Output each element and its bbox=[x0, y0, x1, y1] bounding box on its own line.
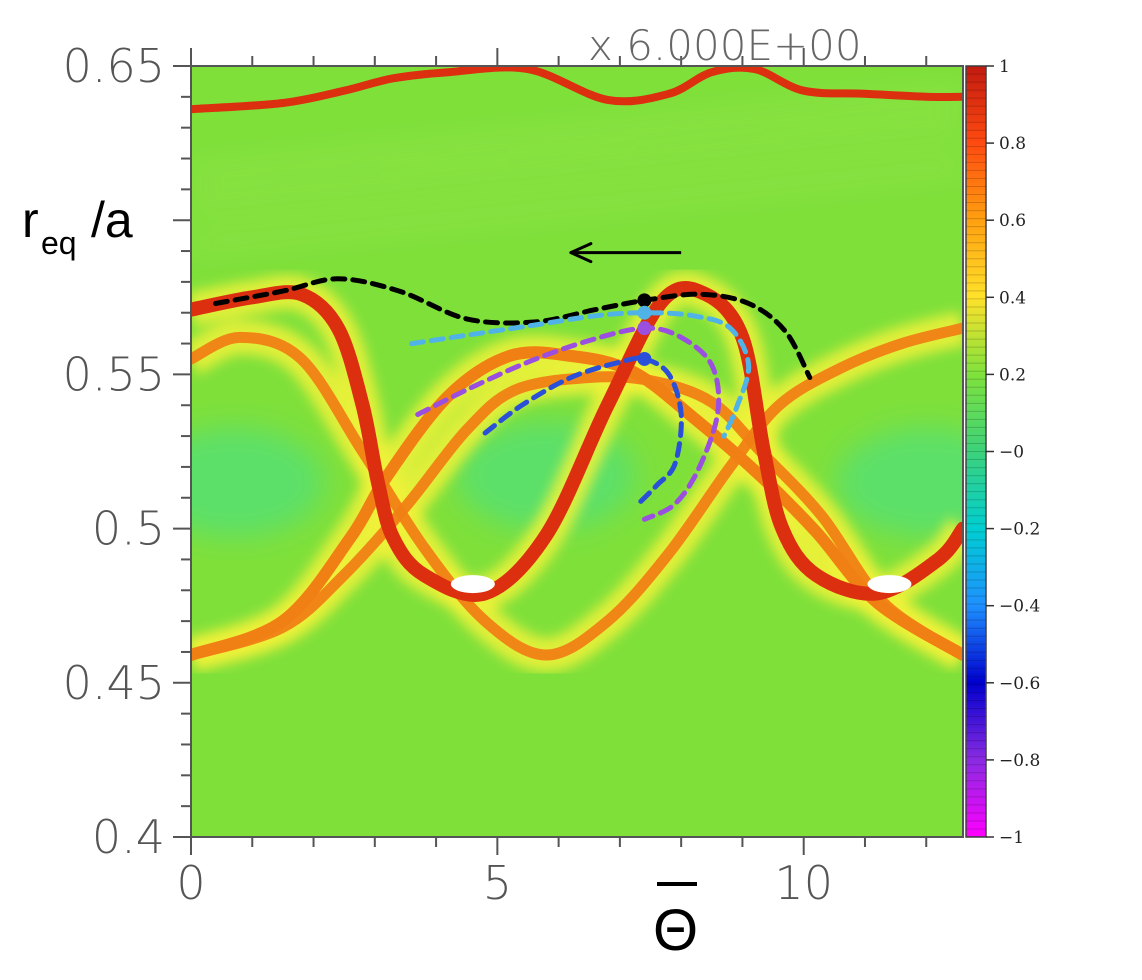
colorbar-tick-label: 0.6 bbox=[999, 211, 1026, 231]
colorbar-tick-label: −0.2 bbox=[999, 520, 1040, 540]
x-axis-label: Θ bbox=[653, 882, 698, 963]
x-tick-label: 5 bbox=[483, 856, 512, 910]
plot-area bbox=[191, 66, 963, 837]
field-streak bbox=[191, 159, 963, 250]
trajectory-marker bbox=[637, 293, 652, 308]
trajectory-cyan bbox=[409, 310, 752, 439]
markers bbox=[637, 293, 652, 366]
trajectory-black bbox=[213, 276, 813, 380]
colorbar-tick-label: −0 bbox=[999, 443, 1024, 463]
colorbar-tick-label: 0.4 bbox=[999, 288, 1026, 308]
separatrix-lower bbox=[191, 346, 963, 661]
separatrix-upper bbox=[191, 281, 963, 602]
top-contour bbox=[191, 66, 963, 114]
trajectory-blue bbox=[482, 355, 684, 507]
arrow bbox=[569, 242, 682, 264]
arrow-head bbox=[569, 242, 593, 264]
field-streak bbox=[191, 88, 963, 179]
colorbar-tick-label: 1 bbox=[999, 57, 1010, 77]
scale-label: x 6.000E+00 bbox=[588, 21, 862, 70]
y-tick-label: 0.4 bbox=[92, 810, 165, 864]
white-patch bbox=[867, 575, 912, 594]
colorbar: 1 0.8 0.6 0.4 0.2 −0 −0.2 −0.4 −0.6 −0.8 −1 bbox=[965, 57, 1040, 848]
colorbar-tick-label: −0.8 bbox=[999, 751, 1040, 771]
ylabel-main: r bbox=[22, 192, 39, 248]
colorbar-tick-label: −0.6 bbox=[999, 674, 1040, 694]
x-tick-label: 0 bbox=[176, 856, 205, 910]
band-b bbox=[191, 371, 963, 661]
trajectory-purple bbox=[415, 325, 722, 522]
y-tick-label: 0.5 bbox=[92, 502, 165, 556]
y-tick-label: 0.55 bbox=[63, 347, 165, 401]
y-axis: 0.4 0.45 0.5 0.55 0.65 bbox=[63, 39, 191, 864]
vortex-core bbox=[836, 427, 963, 538]
x-axis: 0 5 10 bbox=[176, 48, 928, 910]
xlabel-text: Θ bbox=[653, 898, 698, 963]
colorbar-tick-label: −0.4 bbox=[999, 597, 1040, 617]
colorbar-ticks: 1 0.8 0.6 0.4 0.2 −0 −0.2 −0.4 −0.6 −0.8 −1 bbox=[966, 57, 1040, 848]
colorbar-tick-label: 0.8 bbox=[999, 134, 1026, 154]
colorbar-tick-label: 0.2 bbox=[999, 365, 1026, 385]
field-streak bbox=[191, 119, 963, 210]
trajectory-marker bbox=[637, 351, 652, 366]
y-tick-label: 0.45 bbox=[63, 656, 165, 710]
vortex-core bbox=[191, 427, 324, 538]
axes-frame bbox=[190, 65, 964, 838]
trajectory-marker bbox=[637, 321, 652, 336]
y-tick-label: 0.65 bbox=[63, 39, 165, 93]
ylabel-sub: eq bbox=[41, 225, 77, 261]
trajectory-marker bbox=[637, 305, 652, 320]
contour-lines bbox=[191, 66, 963, 673]
colorbar-tick-label: −1 bbox=[999, 828, 1024, 848]
ylabel-tail: /a bbox=[91, 192, 133, 248]
white-patch bbox=[450, 575, 495, 594]
trajectories bbox=[213, 276, 813, 522]
band-a bbox=[191, 322, 963, 661]
y-axis-label: r eq /a bbox=[22, 192, 133, 261]
x-tick-label: 10 bbox=[774, 856, 833, 910]
